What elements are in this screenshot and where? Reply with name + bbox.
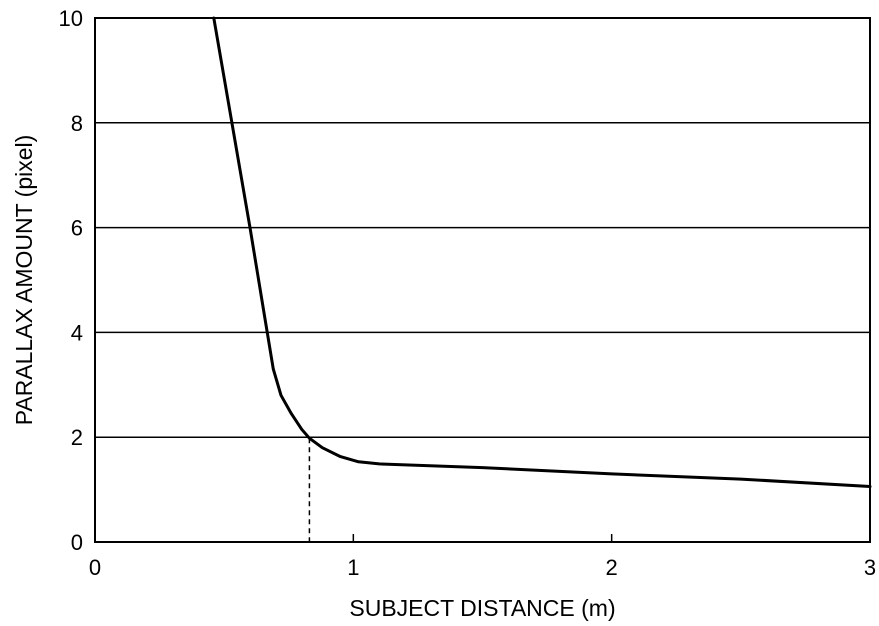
grid-lines [95,123,870,437]
x-tick-label-0: 0 [89,555,101,580]
y-tick-label-0: 0 [71,530,83,555]
series-line-0 [214,18,870,487]
x-tick-label-2: 2 [606,555,618,580]
x-tick-label-3: 3 [864,555,876,580]
y-tick-label-4: 8 [71,111,83,136]
data-series [214,18,870,487]
y-tick-label-1: 2 [71,425,83,450]
x-tick-label-1: 1 [347,555,359,580]
y-tick-label-3: 6 [71,216,83,241]
plot-frame [95,18,870,542]
x-axis-title: SUBJECT DISTANCE (m) [349,595,615,621]
axis-ticks: 0 1 2 3 0 2 4 6 8 10 [59,6,877,580]
y-axis-title: PARALLAX AMOUNT (pixel) [11,135,37,426]
y-tick-label-5: 10 [59,6,83,31]
y-tick-label-2: 4 [71,320,83,345]
